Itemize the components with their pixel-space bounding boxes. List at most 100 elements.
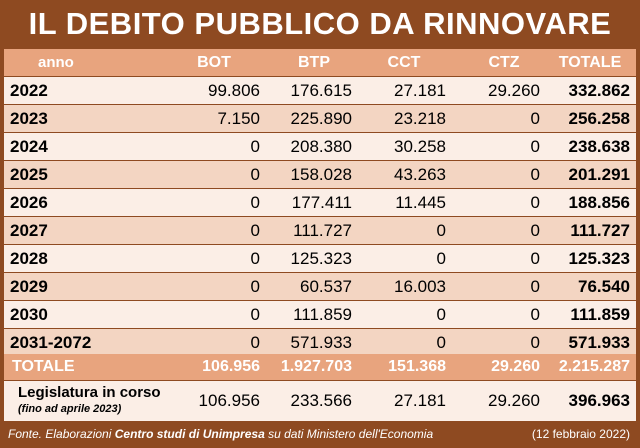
total-label: TOTALE xyxy=(12,358,75,375)
cell-bot: 0 xyxy=(250,164,260,184)
cell-btp: 571.933 xyxy=(290,332,352,352)
legislature-cct: 27.181 xyxy=(394,391,446,410)
publication-date: (12 febbraio 2022) xyxy=(531,427,630,441)
cell-cct: 27.181 xyxy=(394,80,446,100)
cell-btp: 158.028 xyxy=(290,164,352,184)
cell-totale: 125.323 xyxy=(568,248,630,268)
header-totale: TOTALE xyxy=(558,53,622,71)
cell-bot: 99.806 xyxy=(208,80,260,100)
cell-bot: 7.150 xyxy=(217,108,260,128)
total-totale: 2.215.287 xyxy=(558,358,630,375)
cell-cct: 0 xyxy=(436,332,446,352)
header-btp: BTP xyxy=(298,53,330,71)
cell-totale: 111.859 xyxy=(570,304,630,324)
source-bold: Centro studi di Unimpresa xyxy=(114,427,265,441)
cell-anno: 2023 xyxy=(10,108,48,128)
cell-btp: 225.890 xyxy=(290,108,352,128)
cell-bot: 0 xyxy=(250,220,260,240)
legislature-btp: 233.566 xyxy=(290,391,352,410)
cell-btp: 125.323 xyxy=(290,248,352,268)
total-bot: 106.956 xyxy=(202,358,260,375)
legislature-sublabel: (fino ad aprile 2023) xyxy=(18,403,122,415)
legislature-ctz: 29.260 xyxy=(488,391,540,410)
cell-anno: 2030 xyxy=(10,304,48,324)
header-bot: BOT xyxy=(197,53,231,71)
table-title: IL DEBITO PUBBLICO DA RINNOVARE xyxy=(28,6,612,41)
table-row: 2023 7.150 225.890 23.218 0 256.258 xyxy=(4,105,636,132)
header-anno: anno xyxy=(38,54,74,71)
total-ctz: 29.260 xyxy=(491,358,540,375)
cell-ctz: 0 xyxy=(530,164,540,184)
cell-ctz: 0 xyxy=(530,276,540,296)
cell-anno: 2025 xyxy=(10,164,48,184)
cell-btp: 177.411 xyxy=(291,192,352,212)
table-row: 2029 0 60.537 16.003 0 76.540 xyxy=(4,273,636,300)
cell-totale: 76.540 xyxy=(578,276,630,296)
legislature-label: Legislatura in corso xyxy=(18,384,161,401)
cell-totale: 188.856 xyxy=(568,192,630,212)
source-note: Fonte. Elaborazioni Centro studi di Unim… xyxy=(8,427,433,441)
cell-totale: 201.291 xyxy=(568,164,630,184)
legislature-row: Legislatura in corso (fino ad aprile 202… xyxy=(4,381,636,421)
cell-cct: 0 xyxy=(436,304,446,324)
cell-btp: 111.859 xyxy=(293,304,352,324)
table-row: 2031-2072 0 571.933 0 0 571.933 xyxy=(4,329,636,356)
cell-cct: 43.263 xyxy=(394,164,446,184)
table-row: 2027 0 111.727 0 0 111.727 xyxy=(4,217,636,244)
cell-cct: 23.218 xyxy=(394,108,446,128)
cell-ctz: 0 xyxy=(530,248,540,268)
header-row: anno BOT BTP CCT CTZ TOTALE xyxy=(4,49,636,76)
cell-ctz: 29.260 xyxy=(488,80,540,100)
cell-cct: 0 xyxy=(436,220,446,240)
header-cct: CCT xyxy=(387,53,421,71)
cell-ctz: 0 xyxy=(530,304,540,324)
cell-ctz: 0 xyxy=(530,332,540,352)
cell-anno: 2026 xyxy=(10,192,48,212)
cell-ctz: 0 xyxy=(530,192,540,212)
source-prefix: Fonte. Elaborazioni xyxy=(8,427,115,441)
table-row: 2025 0 158.028 43.263 0 201.291 xyxy=(4,161,636,188)
table-row: 2030 0 111.859 0 0 111.859 xyxy=(4,301,636,328)
cell-totale: 111.727 xyxy=(570,220,630,240)
cell-ctz: 0 xyxy=(530,220,540,240)
cell-bot: 0 xyxy=(250,248,260,268)
cell-ctz: 0 xyxy=(530,108,540,128)
cell-btp: 111.727 xyxy=(293,220,352,240)
total-btp: 1.927.703 xyxy=(280,358,352,375)
cell-bot: 0 xyxy=(250,332,260,352)
cell-ctz: 0 xyxy=(530,136,540,156)
cell-anno: 2029 xyxy=(10,276,48,296)
cell-totale: 238.638 xyxy=(568,136,630,156)
table-row: 2026 0 177.411 11.445 0 188.856 xyxy=(4,189,636,216)
cell-cct: 0 xyxy=(436,248,446,268)
cell-bot: 0 xyxy=(250,304,260,324)
cell-anno: 2027 xyxy=(10,220,48,240)
cell-bot: 0 xyxy=(250,192,260,212)
table-row: 2024 0 208.380 30.258 0 238.638 xyxy=(4,133,636,160)
cell-bot: 0 xyxy=(250,276,260,296)
cell-btp: 60.537 xyxy=(300,276,352,296)
cell-totale: 571.933 xyxy=(568,332,630,352)
cell-totale: 332.862 xyxy=(568,80,630,100)
source-suffix: su dati Ministero dell'Economia xyxy=(264,427,434,441)
cell-btp: 176.615 xyxy=(290,80,352,100)
cell-anno: 2028 xyxy=(10,248,48,268)
cell-anno: 2024 xyxy=(10,136,48,156)
cell-cct: 11.445 xyxy=(395,192,446,212)
cell-bot: 0 xyxy=(250,136,260,156)
table-row: 2028 0 125.323 0 0 125.323 xyxy=(4,245,636,272)
cell-cct: 16.003 xyxy=(394,276,446,296)
header-ctz: CTZ xyxy=(488,53,520,71)
cell-anno: 2031-2072 xyxy=(10,332,92,352)
cell-btp: 208.380 xyxy=(290,136,352,156)
cell-totale: 256.258 xyxy=(568,108,630,128)
total-cct: 151.368 xyxy=(388,358,446,375)
total-row: TOTALE 106.956 1.927.703 151.368 29.260 … xyxy=(4,354,636,380)
legislature-bot: 106.956 xyxy=(198,391,260,410)
legislature-totale: 396.963 xyxy=(568,391,630,410)
footer: Fonte. Elaborazioni Centro studi di Unim… xyxy=(4,422,636,446)
table-row: 2022 99.806 176.615 27.181 29.260 332.862 xyxy=(4,77,636,104)
cell-cct: 30.258 xyxy=(394,136,446,156)
cell-anno: 2022 xyxy=(10,80,48,100)
